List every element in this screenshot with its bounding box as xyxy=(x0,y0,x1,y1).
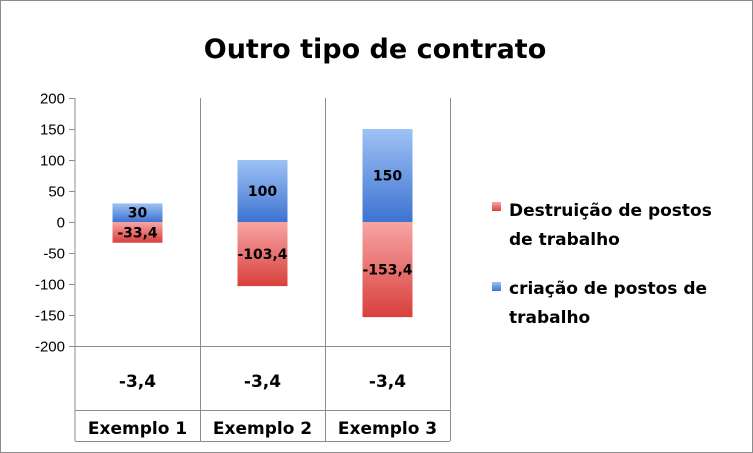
y-tick-label: -150 xyxy=(35,308,65,325)
table-value-1: -3,4 xyxy=(119,372,156,392)
table-value-3: -3,4 xyxy=(369,372,406,392)
bar-destruicao-3 xyxy=(362,222,413,318)
y-tick-label: 50 xyxy=(48,184,65,201)
bar-criacao-3 xyxy=(362,129,413,222)
category-label-2: Exemplo 2 xyxy=(213,419,312,439)
y-tick-label: -50 xyxy=(43,246,65,263)
bar-destruicao-2 xyxy=(237,222,288,287)
y-tick-label: 150 xyxy=(40,122,65,139)
category-label-1: Exemplo 1 xyxy=(88,419,187,439)
legend: Destruição de postos de trabalho criação… xyxy=(492,201,718,328)
y-tick-label: 200 xyxy=(40,91,65,108)
bar-destruicao-1 xyxy=(112,222,163,243)
y-tick-label: -200 xyxy=(35,339,65,356)
bar-criacao-1 xyxy=(112,203,163,222)
category-label-3: Exemplo 3 xyxy=(338,419,437,439)
y-tick-label: 0 xyxy=(57,215,65,232)
legend-label-criacao: criação de postos de trabalho xyxy=(509,279,713,328)
legend-swatch-criacao xyxy=(492,282,501,291)
bars-group: 30 -33,4 100 -103,4 150 -153,4 xyxy=(112,129,413,318)
bar-criacao-2 xyxy=(237,160,288,222)
table-value-2: -3,4 xyxy=(244,372,281,392)
legend-label-destruicao: Destruição de postos de trabalho xyxy=(509,201,718,250)
axis-group: 200 150 100 50 0 -50 -100 -150 -200 xyxy=(35,91,76,441)
y-tick-label: -100 xyxy=(35,277,65,294)
data-label-destruicao-3: -153,4 xyxy=(362,263,412,279)
chart-title: Outro tipo de contrato xyxy=(204,34,547,65)
y-tick-label: 100 xyxy=(40,153,65,170)
legend-swatch-destruicao xyxy=(492,202,501,211)
data-label-criacao-2: 100 xyxy=(248,184,277,200)
data-label-criacao-1: 30 xyxy=(128,206,148,222)
data-label-destruicao-2: -103,4 xyxy=(237,247,287,263)
data-label-criacao-3: 150 xyxy=(373,169,402,185)
category-table: -3,4 Exemplo 1 -3,4 Exemplo 2 -3,4 Exemplo 3 xyxy=(75,98,451,442)
data-label-destruicao-1: -33,4 xyxy=(117,225,158,241)
